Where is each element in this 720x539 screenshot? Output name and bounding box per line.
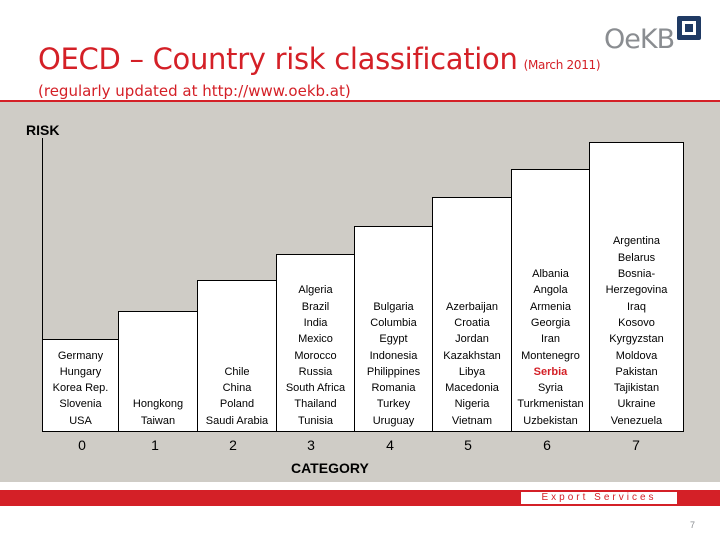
category-4-box: Bulgaria Columbia Egypt Indonesia Philippine… (354, 226, 433, 432)
country-item: Argentina (612, 235, 661, 248)
country-item: Morocco (294, 349, 337, 362)
country-item: Azerbaijan (446, 300, 498, 313)
country-item: Mexico (298, 333, 333, 346)
page-number: 7 (690, 520, 696, 530)
country-item: China (222, 382, 252, 395)
country-item: USA (69, 414, 92, 427)
country-list: Hongkong Taiwan (133, 396, 183, 429)
country-item: Croatia (454, 316, 490, 329)
country-item: Hongkong (132, 398, 184, 411)
country-item: Philippines (366, 365, 421, 378)
header-divider (0, 100, 720, 102)
country-item: Kyrgyzstan (609, 333, 664, 346)
country-item: Iran (541, 333, 560, 346)
country-item: Taiwan (140, 414, 176, 427)
country-item: Angola (533, 284, 568, 297)
country-item: Tunisia (297, 414, 334, 427)
country-item: Vietnam (451, 414, 493, 427)
country-item: Ukraine (617, 398, 656, 411)
logo-text: OeKB (604, 24, 675, 55)
category-tick-1: 1 (151, 437, 159, 453)
logo-square-icon (677, 16, 701, 40)
category-tick-7: 7 (632, 437, 640, 453)
country-item: South Africa (285, 382, 346, 395)
country-item: Albania (532, 268, 569, 281)
country-item: Columbia (370, 316, 417, 329)
country-item: Uzbekistan (523, 414, 578, 427)
country-item: Algeria (298, 284, 333, 297)
country-item: India (303, 316, 328, 329)
category-tick-4: 4 (386, 437, 394, 453)
country-item: Macedonia (445, 382, 499, 395)
country-item: Uruguay (372, 414, 415, 427)
country-item: Germany (57, 349, 104, 362)
country-item: Moldova (615, 349, 658, 362)
country-item: Slovenia (59, 398, 102, 411)
country-item: Syria (537, 382, 564, 395)
country-item: Nigeria (454, 398, 490, 411)
country-list: Algeria Brazil India Mexico Morocco Russia Sou… (286, 282, 345, 429)
category-2-box: Chile China Poland Saudi Arabia (197, 280, 277, 432)
country-list: Chile China Poland Saudi Arabia (206, 364, 268, 429)
category-tick-5: 5 (464, 437, 472, 453)
country-item: Herzegovina (605, 284, 668, 297)
country-list: Germany Hungary Korea Rep. Slovenia USA (53, 348, 109, 429)
country-item: Egypt (379, 333, 408, 346)
category-7-box: Argentina Belarus Bosnia- Herzegovina Iraq Ko… (589, 142, 684, 432)
country-item: Jordan (455, 333, 489, 346)
country-item: Bosnia- (617, 268, 656, 281)
category-3-box: Algeria Brazil India Mexico Morocco Russia Sou… (276, 254, 355, 432)
page-subtitle: (regularly updated at http://www.oekb.at… (38, 82, 351, 100)
country-list: Argentina Belarus Bosnia- Herzegovina Iraq Ko… (606, 233, 668, 429)
category-tick-0: 0 (78, 437, 86, 453)
country-item: Chile (224, 365, 250, 378)
category-5-box: Azerbaijan Croatia Jordan Kazakhstan Libya Ma… (432, 197, 512, 432)
country-item: Hungary (59, 365, 102, 378)
country-item: Russia (298, 365, 333, 378)
country-item: Indonesia (369, 349, 418, 362)
country-item: Tajikistan (613, 382, 660, 395)
country-item: Libya (458, 365, 486, 378)
country-item: Brazil (301, 300, 330, 313)
category-tick-3: 3 (307, 437, 315, 453)
country-item: Montenegro (521, 349, 580, 362)
footer-label: Export Services (520, 491, 678, 505)
category-tick-6: 6 (543, 437, 551, 453)
country-item: Kazakhstan (443, 349, 501, 362)
country-item: Turkey (376, 398, 411, 411)
country-item: Bulgaria (373, 300, 414, 313)
country-item: Turkmenistan (517, 398, 584, 411)
page-title: OECD – Country risk classification (March… (38, 42, 601, 76)
country-item: Thailand (294, 398, 337, 411)
title-text: OECD – Country risk classification (38, 42, 518, 76)
category-1-box: Hongkong Taiwan (118, 311, 198, 432)
country-item: Iraq (627, 300, 646, 313)
country-item: Saudi Arabia (205, 414, 269, 427)
country-list: Azerbaijan Croatia Jordan Kazakhstan Libya Ma… (443, 299, 500, 429)
category-6-box: Albania Angola Armenia Georgia Iran Montenegr… (511, 169, 590, 432)
country-item: Pakistan (615, 365, 658, 378)
country-item: Georgia (530, 316, 571, 329)
category-0-box: Germany Hungary Korea Rep. Slovenia USA (42, 339, 119, 432)
country-item: Poland (219, 398, 255, 411)
country-item: Belarus (617, 251, 656, 264)
country-item: Korea Rep. (52, 382, 109, 395)
title-date: (March 2011) (523, 58, 601, 72)
country-item: Kosovo (618, 316, 655, 329)
country-list: Bulgaria Columbia Egypt Indonesia Philippine… (367, 299, 420, 429)
country-item: Venezuela (610, 414, 663, 427)
y-axis-label: RISK (26, 122, 60, 138)
country-item: Serbia (533, 365, 568, 378)
country-list: Albania Angola Armenia Georgia Iran Montenegr… (517, 266, 583, 429)
oekb-logo: OeKB (604, 16, 704, 55)
y-axis-line (42, 138, 43, 432)
country-item: Romania (371, 382, 416, 395)
x-axis-label: CATEGORY (291, 460, 369, 476)
category-tick-2: 2 (229, 437, 237, 453)
country-item: Armenia (530, 300, 571, 313)
